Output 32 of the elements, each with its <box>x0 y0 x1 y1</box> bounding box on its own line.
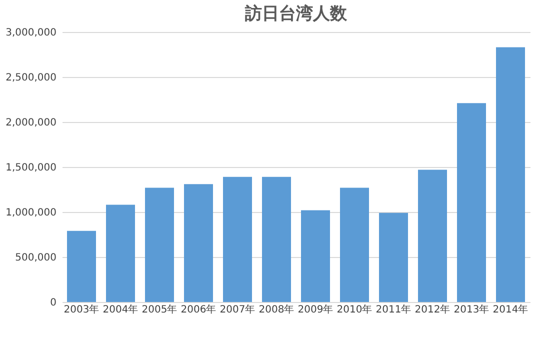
x-tick-label: 2006年 <box>180 304 216 316</box>
y-tick-label: 500,000 <box>15 252 56 264</box>
bar <box>340 188 369 302</box>
bar <box>457 103 486 302</box>
y-tick-label: 2,500,000 <box>6 72 56 84</box>
bar <box>67 230 96 302</box>
y-tick-label: 1,000,000 <box>6 208 56 218</box>
y-tick-label: 0 <box>50 298 56 308</box>
x-tick-label: 2011年 <box>376 304 412 316</box>
chart-title: 訪日台湾人数 <box>244 4 348 24</box>
x-tick-label: 2003年 <box>64 304 100 316</box>
x-tick-label: 2008年 <box>258 304 294 316</box>
x-tick-label: 2009年 <box>298 304 334 316</box>
y-tick-label: 3,000,000 <box>6 28 56 38</box>
bar <box>379 212 408 302</box>
x-tick-label: 2010年 <box>336 304 372 316</box>
x-tick-label: 2013年 <box>454 304 490 316</box>
x-tick-label: 2014年 <box>492 304 528 316</box>
bar <box>145 188 174 302</box>
x-tick-label: 2004年 <box>102 304 138 316</box>
x-tick-label: 2007年 <box>220 304 256 316</box>
bar <box>106 204 135 302</box>
bar <box>301 210 330 302</box>
bar <box>184 184 213 302</box>
bar <box>496 47 525 302</box>
bar <box>418 170 447 302</box>
y-tick-label: 2,000,000 <box>6 118 56 128</box>
x-tick-label: 2012年 <box>414 304 450 316</box>
x-tick-label: 2005年 <box>142 304 178 316</box>
y-tick-label: 1,500,000 <box>6 162 56 174</box>
bar <box>223 176 252 302</box>
bar <box>262 176 291 302</box>
